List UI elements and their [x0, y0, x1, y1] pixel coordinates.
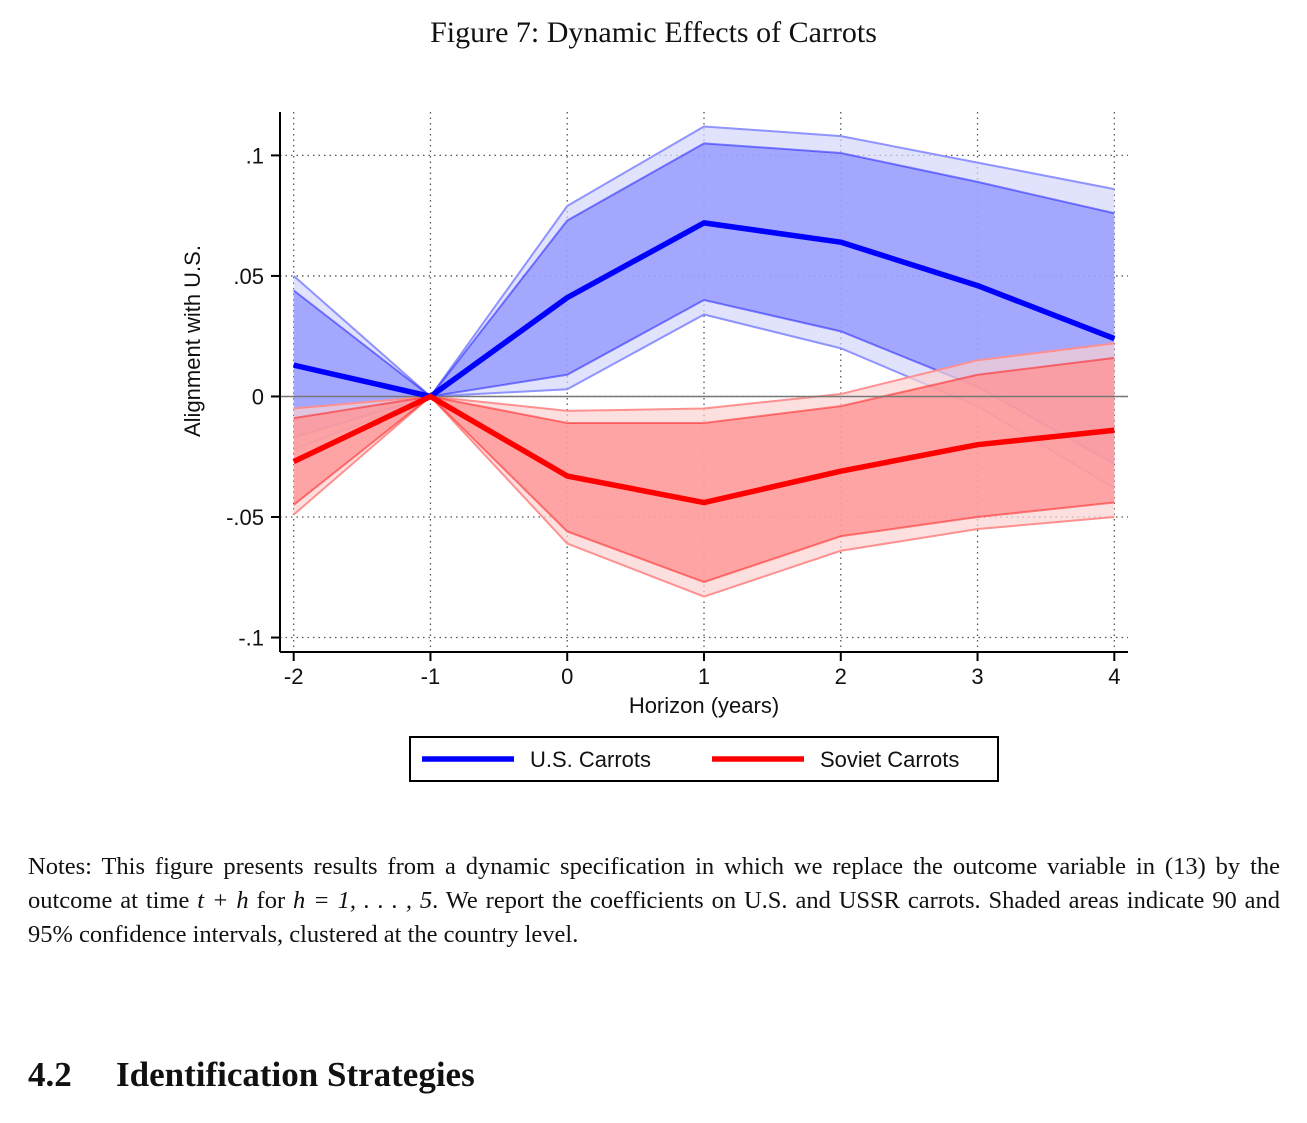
y-axis-label: Alignment with U.S.: [180, 245, 205, 437]
figure-notes: Notes: This figure presents results from…: [28, 850, 1280, 952]
section-heading: 4.2 Identification Strategies: [28, 1055, 475, 1095]
figure-title: Figure 7: Dynamic Effects of Carrots: [430, 16, 877, 49]
section-number: 4.2: [28, 1055, 72, 1094]
y-tick-label: 0: [252, 384, 264, 409]
notes-text-3: . We report the coefficients on U.S. and…: [28, 887, 1280, 948]
confidence-bands: [293, 125, 1115, 598]
axes: .1 .05 0 -.05 -.1 -2 -1 0 1 2 3 4 Horizon (years) Ali…: [180, 112, 1128, 718]
us-legend-label: U.S. Carrots: [530, 747, 651, 772]
notes-math-2: h = 1, . . . , 5: [293, 887, 433, 914]
soviet-legend-label: Soviet Carrots: [820, 747, 959, 772]
y-tick-label: -.1: [238, 626, 264, 651]
x-tick-label: -2: [284, 664, 304, 689]
y-tick-label: .05: [233, 264, 264, 289]
section-title: Identification Strategies: [116, 1055, 475, 1094]
x-tick-label: 0: [561, 664, 573, 689]
series-lines: [292, 220, 1116, 506]
notes-math-1: t + h: [197, 887, 249, 914]
y-tick-label: -.05: [226, 505, 264, 530]
soviet-estimate-line: [292, 393, 1115, 506]
notes-text-1: Notes: This figure presents results from…: [28, 853, 1280, 914]
x-tick-label: 4: [1108, 664, 1120, 689]
x-axis-label: Horizon (years): [629, 693, 779, 718]
chart: .1 .05 0 -.05 -.1 -2 -1 0 1 2 3 4 Horizon (years) Ali…: [180, 112, 1128, 782]
x-tick-label: 3: [971, 664, 983, 689]
y-tick-label: .1: [246, 143, 264, 168]
x-tick-label: 2: [835, 664, 847, 689]
x-tick-label: 1: [698, 664, 710, 689]
soviet-ci90-band: [293, 357, 1115, 583]
legend: U.S. Carrots Soviet Carrots: [409, 736, 999, 782]
notes-text-2: for: [248, 887, 293, 914]
us-ci90-band: [293, 143, 1115, 464]
x-tick-label: -1: [421, 664, 441, 689]
